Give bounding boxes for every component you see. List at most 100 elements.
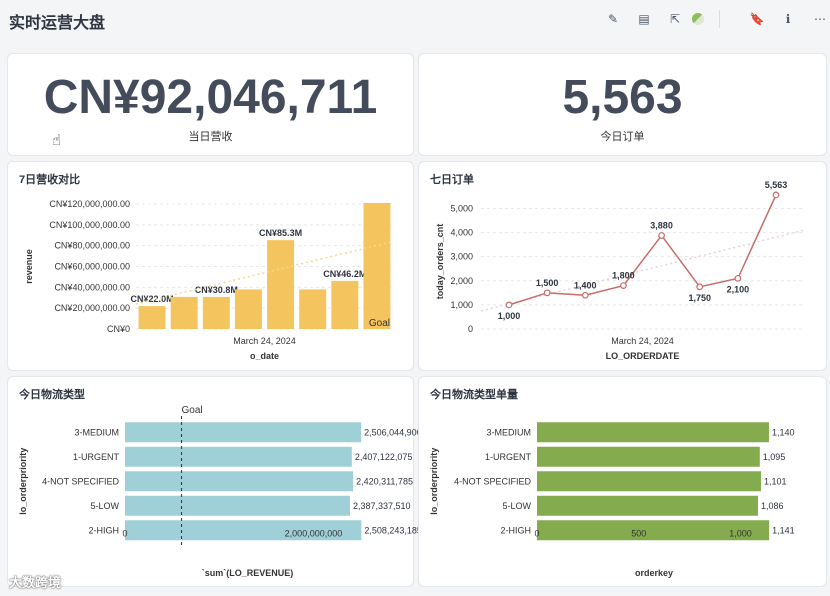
y-tick-label: 4,000 xyxy=(450,228,473,238)
data-point xyxy=(505,301,513,309)
trend-line xyxy=(135,240,394,305)
bar xyxy=(331,280,359,329)
data-point xyxy=(658,232,665,239)
kpi-card-revenue[interactable]: CN¥92,046,711 当日营收 xyxy=(7,53,414,156)
data-point xyxy=(543,289,551,297)
y-axis-label: lo_orderpriority xyxy=(429,448,439,515)
data-label: 3,880 xyxy=(650,220,673,230)
kpi-revenue-label: 当日营收 xyxy=(188,131,233,143)
category-label: 4-NOT SPECIFIED xyxy=(42,476,119,486)
x-tick-label: 500 xyxy=(631,529,646,539)
revenue-bar-chart: CN¥0 CN¥20,000,000.00 CN¥40,000,000.00 CN¥6… xyxy=(24,199,394,361)
bar xyxy=(202,296,230,329)
data-point xyxy=(696,283,704,291)
orders-line-chart: 0 1,000 2,000 3,000 4,000 5,000 1,000 1,500 1,40… xyxy=(435,180,805,361)
data-label: 1,095 xyxy=(763,452,786,462)
y-tick-label: CN¥40,000,000.00 xyxy=(54,282,130,292)
bar xyxy=(537,422,769,443)
logistics-revenue-bar-chart: 3-MEDIUM 2,506,044,900 1-URGENT 2,407,122,0… xyxy=(18,405,422,578)
data-label: 2,100 xyxy=(727,284,750,294)
data-label: 1,101 xyxy=(764,476,787,486)
share-icon[interactable]: ⇱ xyxy=(669,12,681,26)
y-tick-label: 1,000 xyxy=(450,300,473,310)
subscribe-icon[interactable]: ▤ xyxy=(638,12,650,26)
data-label: 1,750 xyxy=(688,293,711,303)
data-point xyxy=(734,274,742,282)
category-label: 2-HIGH xyxy=(500,525,531,535)
chart-card-orders7[interactable]: 七日订单 0 1,000 2,000 3,000 4,000 5,000 1,000 1,50… xyxy=(418,161,827,371)
y-tick-label: CN¥80,000,000.00 xyxy=(54,241,130,251)
x-axis-label: orderkey xyxy=(635,568,673,578)
data-label: 1,140 xyxy=(772,427,795,437)
bar xyxy=(537,446,760,467)
x-tick-label: March 24, 2024 xyxy=(611,336,674,346)
bar xyxy=(537,495,758,516)
chart-title: 今日物流类型 xyxy=(19,389,85,401)
goal-label: Goal xyxy=(182,405,203,416)
kpi-revenue-value: CN¥92,046,711 xyxy=(43,71,378,124)
bar xyxy=(363,202,391,329)
data-label: 1,800 xyxy=(612,271,635,281)
x-tick-label: 0 xyxy=(122,529,127,539)
chart-title: 七日订单 xyxy=(430,174,474,186)
data-label: CN¥30.8M xyxy=(195,285,238,295)
category-label: 1-URGENT xyxy=(485,452,532,462)
category-label: 2-HIGH xyxy=(88,525,119,535)
y-tick-label: 3,000 xyxy=(450,252,473,262)
data-point xyxy=(581,291,589,299)
x-axis-label: LO_ORDERDATE xyxy=(606,351,680,361)
category-label: 5-LOW xyxy=(502,501,531,511)
data-label: 5,563 xyxy=(765,180,788,190)
chart-card-logistics-count[interactable]: 今日物流类型单量 3-MEDIUM 1,140 1-URGENT 1,095 4-NOT… xyxy=(418,376,827,587)
y-tick-label: 2,000 xyxy=(450,276,473,286)
data-label: 2,508,243,185 xyxy=(364,525,422,535)
dashboard-header: 实时运营大盘 ✎ ▤ ⇱ 🔖 ℹ ⋯ xyxy=(0,0,830,40)
data-label: CN¥22.0M xyxy=(131,294,174,304)
y-tick-label: CN¥120,000,000.00 xyxy=(49,199,130,209)
bar xyxy=(125,495,350,516)
category-label: 3-MEDIUM xyxy=(75,427,120,437)
data-label: 2,407,122,075 xyxy=(355,452,413,462)
data-label: CN¥46.2M xyxy=(323,269,366,279)
series-line xyxy=(508,194,777,306)
chart-card-logistics-revenue[interactable]: 今日物流类型 3-MEDIUM 2,506,044,900 1-URGENT 2,40… xyxy=(7,376,422,587)
bar xyxy=(234,289,262,329)
data-label: 2,420,311,785 xyxy=(356,476,413,486)
chart-card-revenue7[interactable]: 7日营收对比 CN¥0 CN¥20,000,000.00 CN¥40,000,000… xyxy=(7,161,414,371)
category-label: 5-LOW xyxy=(90,501,119,511)
edit-icon[interactable]: ✎ xyxy=(607,12,619,26)
data-label: 1,141 xyxy=(772,525,795,535)
data-label: 1,000 xyxy=(498,311,521,321)
y-axis-label: today_orders_cnt xyxy=(435,224,445,300)
bookmark-icon[interactable]: 🔖 xyxy=(749,12,765,26)
bar xyxy=(537,471,762,492)
y-axis-label: revenue xyxy=(24,249,34,284)
y-tick-label: 0 xyxy=(468,324,473,334)
kpi-orders-value: 5,563 xyxy=(562,71,683,124)
data-label: 1,086 xyxy=(761,501,784,511)
chart-title: 7日营收对比 xyxy=(19,174,81,186)
data-point xyxy=(772,191,780,199)
x-tick-label: 1,000 xyxy=(729,529,752,539)
category-label: 4-NOT SPECIFIED xyxy=(454,476,531,486)
y-tick-label: CN¥20,000,000.00 xyxy=(54,303,130,313)
dashboard-title: 实时运营大盘 xyxy=(9,15,106,32)
bar xyxy=(125,520,362,541)
chart-title: 今日物流类型单量 xyxy=(430,389,518,401)
x-tick-label: 0 xyxy=(534,529,539,539)
y-axis-label: lo_orderpriority xyxy=(18,448,28,515)
bar xyxy=(125,471,354,492)
bar xyxy=(267,240,295,329)
x-tick-label: 2,000,000,000 xyxy=(285,529,343,539)
bar xyxy=(138,306,166,329)
x-axis-label: o_date xyxy=(250,351,279,361)
bar xyxy=(170,296,198,329)
kpi-card-orders[interactable]: 5,563 今日订单 xyxy=(418,53,827,156)
more-icon[interactable]: ⋯ xyxy=(814,12,826,26)
data-label: 2,506,044,900 xyxy=(364,427,422,437)
theme-dot-icon[interactable] xyxy=(688,9,708,29)
y-tick-label: CN¥0 xyxy=(107,324,130,334)
bar xyxy=(125,446,352,467)
kpi-orders-label: 今日订单 xyxy=(600,131,645,143)
info-icon[interactable]: ℹ xyxy=(785,12,791,26)
